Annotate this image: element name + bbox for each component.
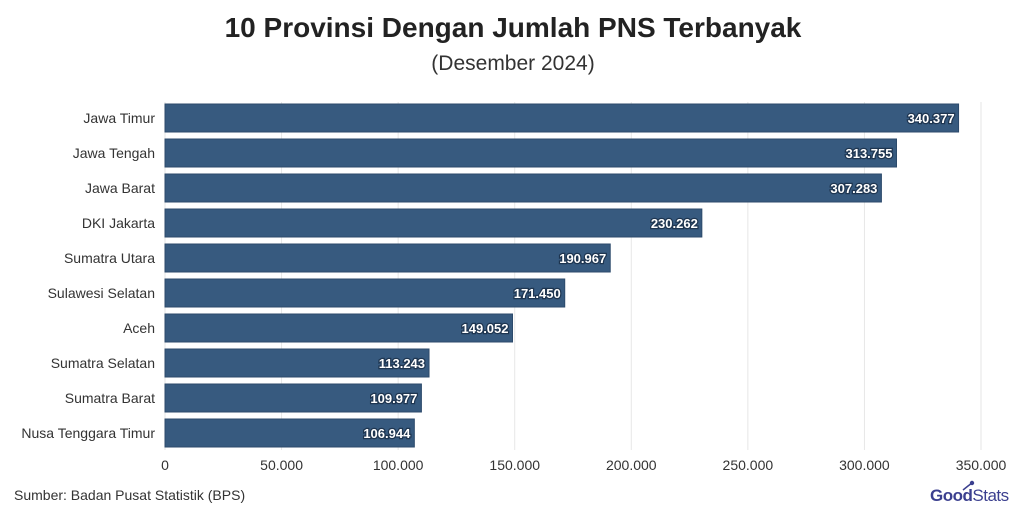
x-tick-label: 0 [161, 457, 169, 473]
category-label: Aceh [123, 320, 155, 336]
value-label: 230.262 [651, 216, 698, 231]
x-tick-label: 200.000 [606, 457, 657, 473]
x-tick-label: 150.000 [489, 457, 540, 473]
value-label: 109.977 [370, 391, 417, 406]
category-label: Jawa Barat [85, 180, 155, 196]
logo-good-text: Good [930, 486, 973, 505]
logo-spark-icon [962, 480, 975, 491]
category-label: Sumatra Barat [65, 390, 155, 406]
chart-subtitle: (Desember 2024) [431, 52, 595, 75]
x-tick-label: 250.000 [723, 457, 774, 473]
bar [164, 418, 415, 448]
x-tick-label: 50.000 [260, 457, 303, 473]
category-label: Sumatra Selatan [51, 355, 155, 371]
bar [164, 278, 566, 308]
bar-chart: Jawa Timur Jawa Tengah Jawa Barat DKI Jakar… [21, 102, 1007, 473]
value-label: 106.944 [363, 426, 411, 441]
value-label: 171.450 [514, 286, 561, 301]
category-label: Jawa Tengah [73, 145, 155, 161]
bar [164, 348, 430, 378]
category-label: DKI Jakarta [82, 215, 155, 231]
goodstats-logo: GoodStats [930, 486, 1009, 506]
bar [164, 243, 611, 273]
bar [164, 383, 422, 413]
bar [164, 103, 960, 133]
category-label: Nusa Tenggara Timur [21, 425, 155, 441]
category-labels: Jawa Timur Jawa Tengah Jawa Barat DKI Jakar… [21, 110, 155, 441]
chart-title: 10 Provinsi Dengan Jumlah PNS Terbanyak [224, 12, 802, 43]
value-label: 190.967 [559, 251, 606, 266]
logo-stats-text: Stats [972, 486, 1009, 505]
value-label: 340.377 [908, 111, 955, 126]
value-label: 113.243 [379, 356, 425, 371]
value-labels: 340.377 313.755 307.283 230.262 190.967 171.4… [362, 110, 956, 443]
bar [164, 138, 897, 168]
value-label: 307.283 [830, 181, 877, 196]
bar [164, 208, 703, 238]
category-label: Sulawesi Selatan [48, 285, 155, 301]
bar [164, 313, 514, 343]
value-label: 149.052 [462, 321, 509, 336]
category-label: Jawa Timur [83, 110, 155, 126]
value-label: 313.755 [845, 146, 892, 161]
x-tick-label: 100.000 [373, 457, 424, 473]
x-axis-ticks: 0 50.000 100.000 150.000 200.000 250.000 300.0… [161, 457, 1006, 473]
bar [164, 173, 882, 203]
x-tick-label: 350.000 [956, 457, 1007, 473]
category-label: Sumatra Utara [64, 250, 155, 266]
source-note: Sumber: Badan Pusat Statistik (BPS) [14, 487, 246, 503]
x-tick-label: 300.000 [839, 457, 890, 473]
bars-group [164, 103, 960, 448]
